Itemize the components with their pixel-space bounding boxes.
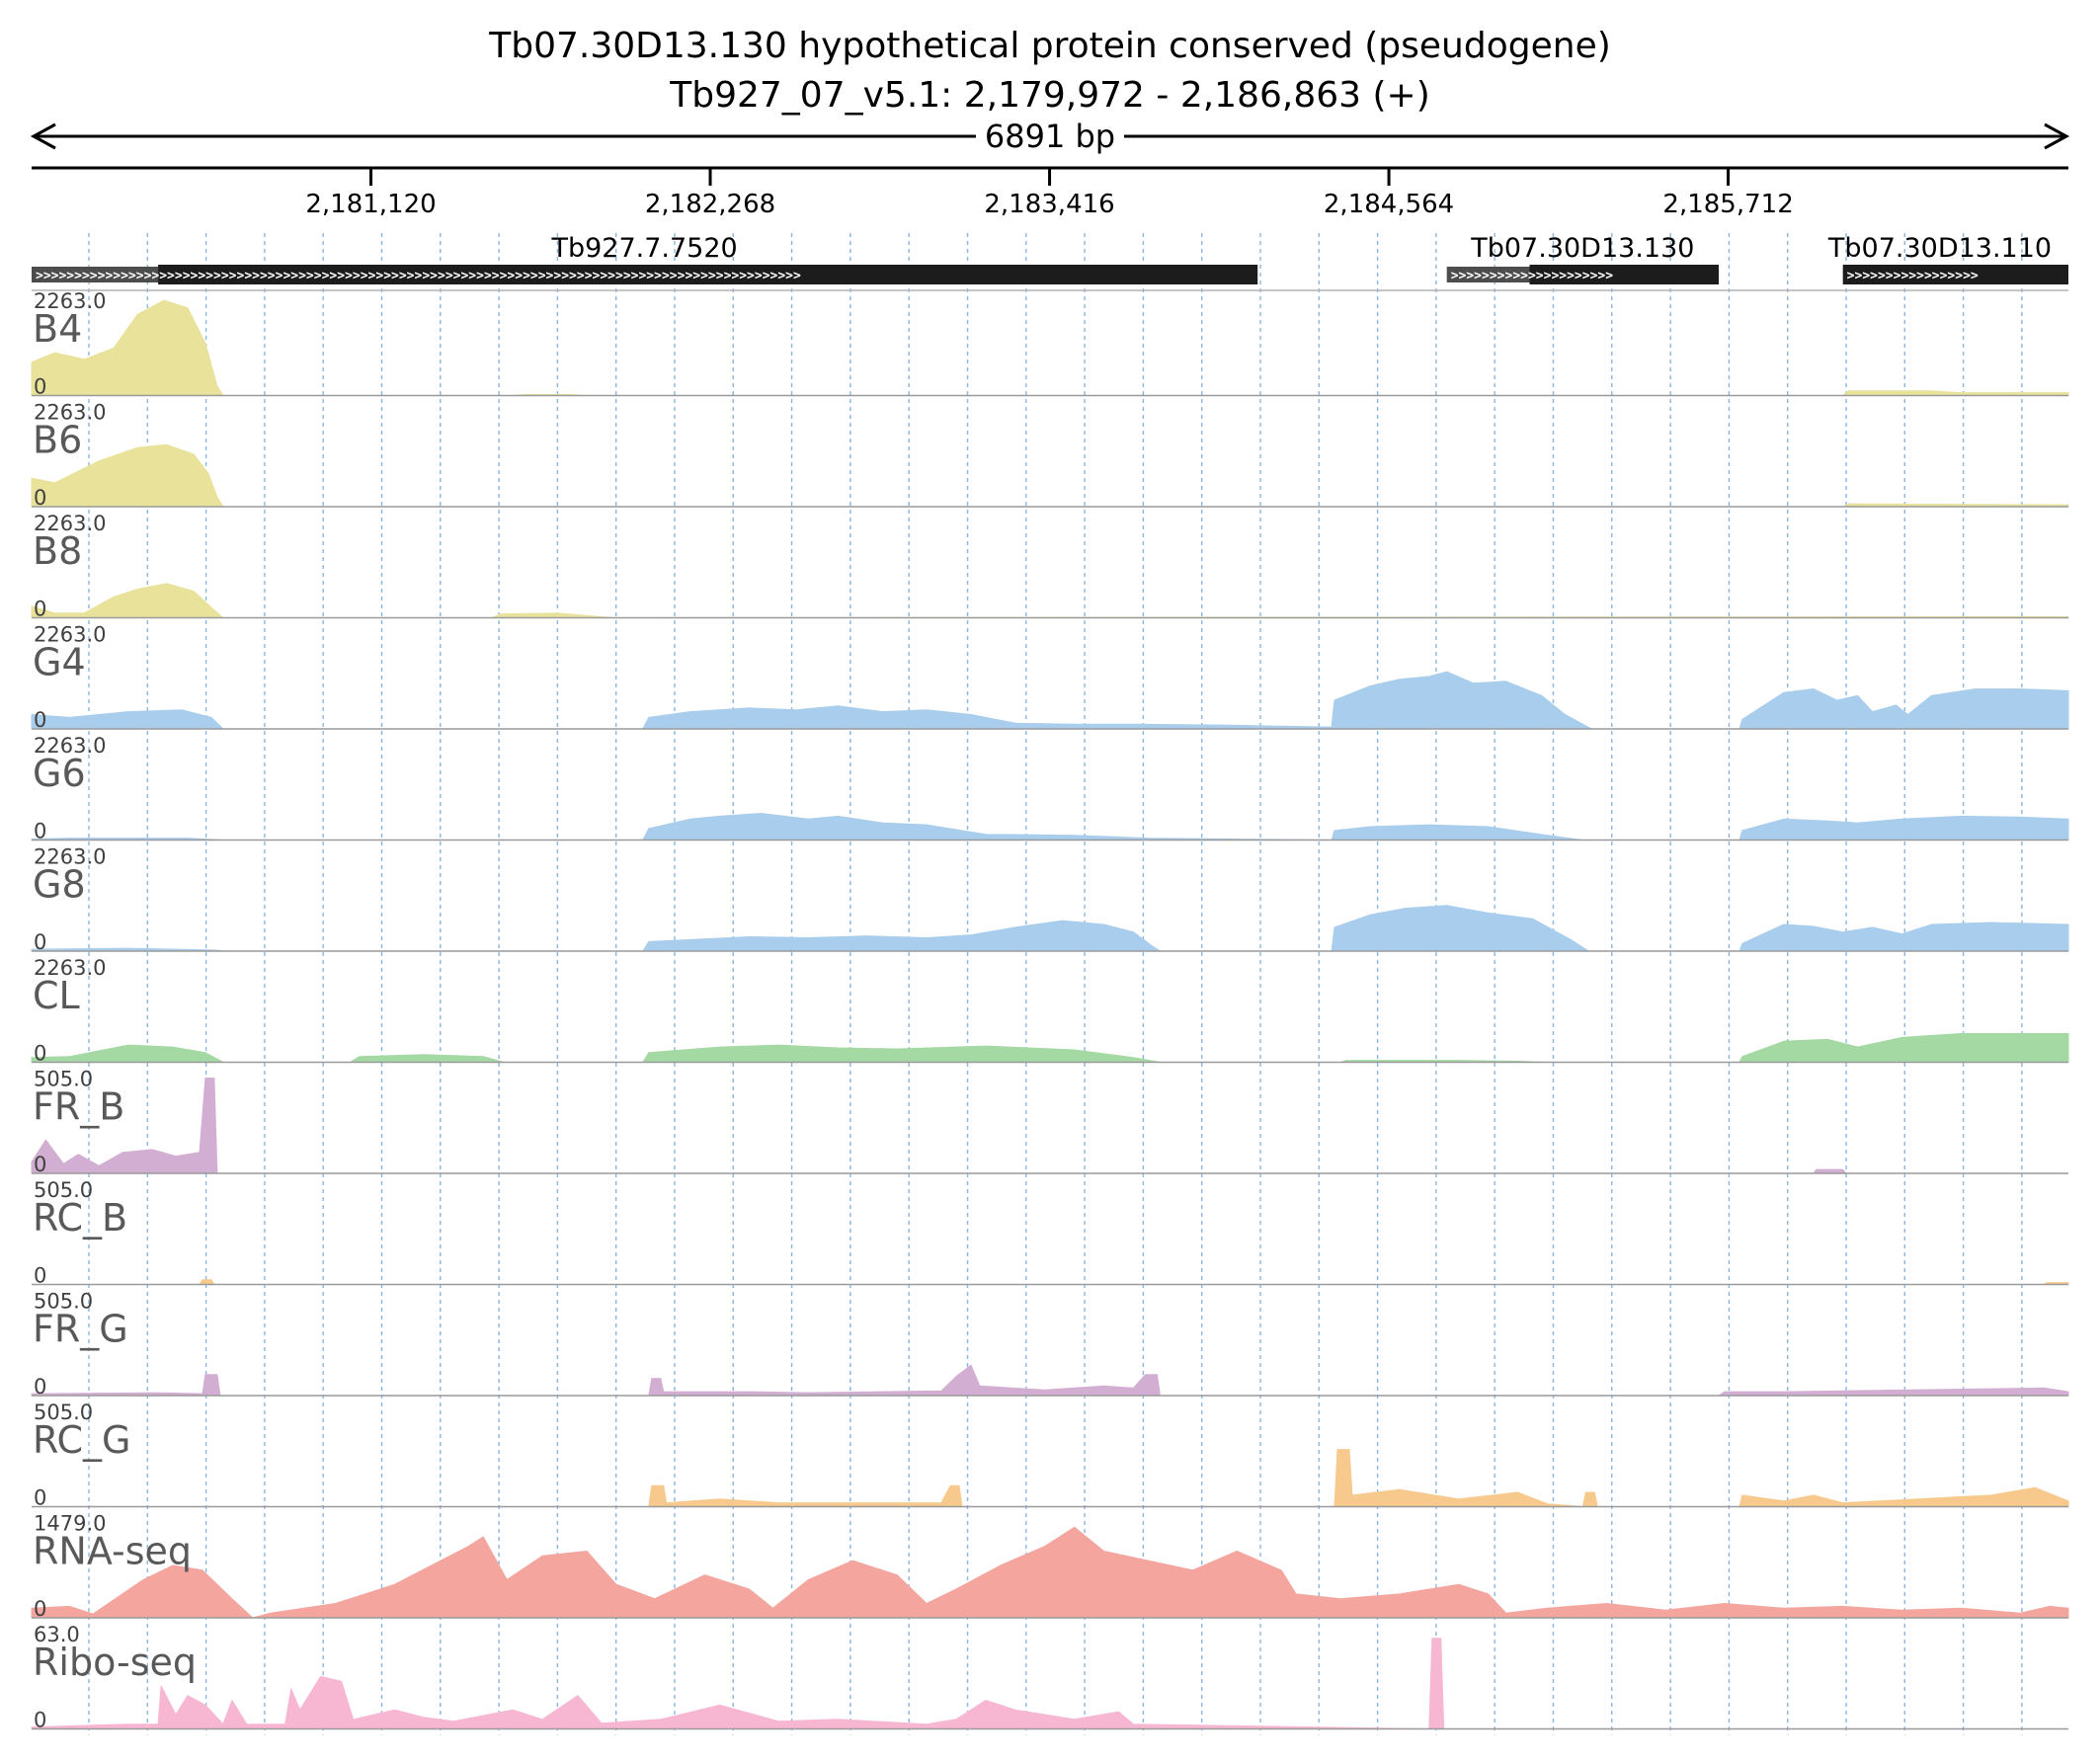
strand-arrows: >>>>>>>>>>>>>>>>>>>>> bbox=[1451, 269, 1614, 283]
track-scale-min: 0 bbox=[34, 1597, 46, 1621]
gene-Tb07.30D13.130[interactable]: >>>>>>>>>>>>>>>>>>>>> Tb07.30D13.130 bbox=[1446, 233, 1720, 284]
gene-Tb07.30D13.110[interactable]: >>>>>>>>>>>>>>>>> Tb07.30D13.110 bbox=[1827, 233, 2068, 284]
track-scale-min: 0 bbox=[34, 820, 46, 843]
span-arrow: 6891 bp bbox=[30, 118, 2070, 155]
gene-annotation-track: >>>>>>>>>>>>>>>>>>>>>>>>>>>>>>>>>>>>>>>>… bbox=[32, 233, 2068, 291]
track-scale-max: 2263.0 bbox=[34, 845, 106, 869]
track-B8[interactable]: 2263.0B8 0 bbox=[31, 512, 2069, 621]
grid-lines bbox=[88, 233, 2023, 1735]
coordinate-ruler: 2,181,120 2,182,268 2,183,416 2,184,564 2,18… bbox=[32, 166, 2068, 219]
feature-title: Tb07.30D13.130 hypothetical protein cons… bbox=[488, 26, 1611, 66]
coverage-area bbox=[31, 1638, 1445, 1729]
gene-utr bbox=[32, 267, 159, 282]
gene-label: Tb927.7.7520 bbox=[550, 233, 737, 264]
ruler-tick-label: 2,183,416 bbox=[984, 190, 1114, 219]
track-name: RC_B bbox=[33, 1196, 127, 1240]
gene-Tb927.7.7520[interactable]: >>>>>>>>>>>>>>>>>>>>>>>>>>>>>>>>>>>>>>>>… bbox=[32, 233, 1258, 284]
coverage-tracks: 2263.0B402263.0B602263.0B802263.0G402263… bbox=[31, 289, 2069, 1732]
track-scale-max: 2263.0 bbox=[34, 289, 106, 313]
track-CL[interactable]: 2263.0CL 0 bbox=[31, 956, 2069, 1066]
strand-arrows: >>>>>>>>>>>>>>>>> bbox=[1847, 269, 1979, 283]
track-scale-max: 505.0 bbox=[34, 1290, 93, 1314]
track-scale-min: 0 bbox=[34, 930, 46, 954]
track-scale-max: 505.0 bbox=[34, 1401, 93, 1424]
track-scale-min: 0 bbox=[34, 486, 46, 510]
track-name: FR_B bbox=[33, 1085, 124, 1129]
track-name: G6 bbox=[33, 752, 86, 795]
track-name: G8 bbox=[33, 863, 86, 907]
track-scale-max: 505.0 bbox=[34, 1178, 93, 1202]
track-name: B8 bbox=[33, 529, 82, 573]
track-scale-min: 0 bbox=[34, 1042, 46, 1066]
track-scale-max: 2263.0 bbox=[34, 734, 106, 758]
gene-utr bbox=[1446, 267, 1530, 282]
ruler-tick-label: 2,181,120 bbox=[305, 190, 436, 219]
track-name: FR_G bbox=[33, 1308, 128, 1351]
span-length-label: 6891 bp bbox=[985, 118, 1115, 155]
gene-cds bbox=[158, 265, 1258, 284]
track-FR_B[interactable]: 505.0FR_B 0 bbox=[31, 1068, 2068, 1177]
track-scale-max: 2263.0 bbox=[34, 623, 106, 647]
ruler-tick-label: 2,184,564 bbox=[1324, 190, 1454, 219]
track-G6[interactable]: 2263.0G6 0 bbox=[31, 734, 2069, 843]
gene-cds bbox=[1842, 265, 2068, 284]
track-scale-min: 0 bbox=[34, 1375, 46, 1399]
coverage-area bbox=[648, 1449, 2069, 1507]
track-scale-max: 2263.0 bbox=[34, 512, 106, 535]
gene-label: Tb07.30D13.110 bbox=[1827, 233, 2052, 264]
track-FR_G[interactable]: 505.0FR_G 0 bbox=[31, 1290, 2069, 1400]
locus-coordinates: Tb927_07_v5.1: 2,179,972 - 2,186,863 (+) bbox=[669, 75, 1430, 116]
track-name: RC_G bbox=[33, 1418, 131, 1462]
track-scale-min: 0 bbox=[34, 1153, 46, 1176]
track-scale-max: 2263.0 bbox=[34, 956, 106, 980]
track-name: B4 bbox=[33, 307, 82, 351]
track-scale-min: 0 bbox=[34, 708, 46, 732]
strand-arrows: >>>>>>>>>>>>>>>>>>>>>>>>>>>>>>>>>>>>>>>>… bbox=[36, 269, 801, 283]
track-B4[interactable]: 2263.0B4 0 bbox=[31, 289, 2069, 399]
ruler-tick-label: 2,185,712 bbox=[1662, 190, 1793, 219]
track-B6[interactable]: 2263.0B6 0 bbox=[31, 401, 2069, 511]
ruler-tick-label: 2,182,268 bbox=[645, 190, 775, 219]
gene-cds bbox=[1529, 265, 1720, 284]
track-scale-max: 2263.0 bbox=[34, 401, 106, 425]
track-scale-max: 1479.0 bbox=[34, 1512, 106, 1536]
track-scale-max: 63.0 bbox=[34, 1623, 80, 1646]
coverage-area bbox=[31, 1526, 2069, 1619]
track-G8[interactable]: 2263.0G8 0 bbox=[31, 845, 2069, 955]
track-scale-min: 0 bbox=[34, 1709, 46, 1732]
coverage-area bbox=[31, 671, 2069, 730]
track-G4[interactable]: 2263.0G4 0 bbox=[31, 623, 2069, 733]
track-scale-min: 0 bbox=[34, 1486, 46, 1510]
track-RC_B[interactable]: 505.0RC_B 0 bbox=[32, 1178, 2069, 1288]
track-scale-max: 505.0 bbox=[34, 1068, 93, 1091]
track-scale-min: 0 bbox=[34, 1264, 46, 1288]
coverage-area bbox=[31, 1078, 1847, 1174]
track-scale-min: 0 bbox=[34, 598, 46, 621]
gene-label: Tb07.30D13.130 bbox=[1470, 233, 1694, 264]
track-name: Ribo-seq bbox=[33, 1641, 197, 1684]
track-RC_G[interactable]: 505.0RC_G 0 bbox=[32, 1401, 2069, 1510]
track-name: CL bbox=[33, 974, 80, 1017]
track-name: G4 bbox=[33, 641, 86, 684]
track-scale-min: 0 bbox=[34, 375, 46, 399]
track-name: B6 bbox=[33, 419, 82, 462]
coverage-area bbox=[31, 905, 2069, 952]
coverage-area bbox=[31, 443, 2069, 508]
coverage-area bbox=[31, 1364, 2069, 1397]
track-name: RNA-seq bbox=[33, 1530, 192, 1573]
